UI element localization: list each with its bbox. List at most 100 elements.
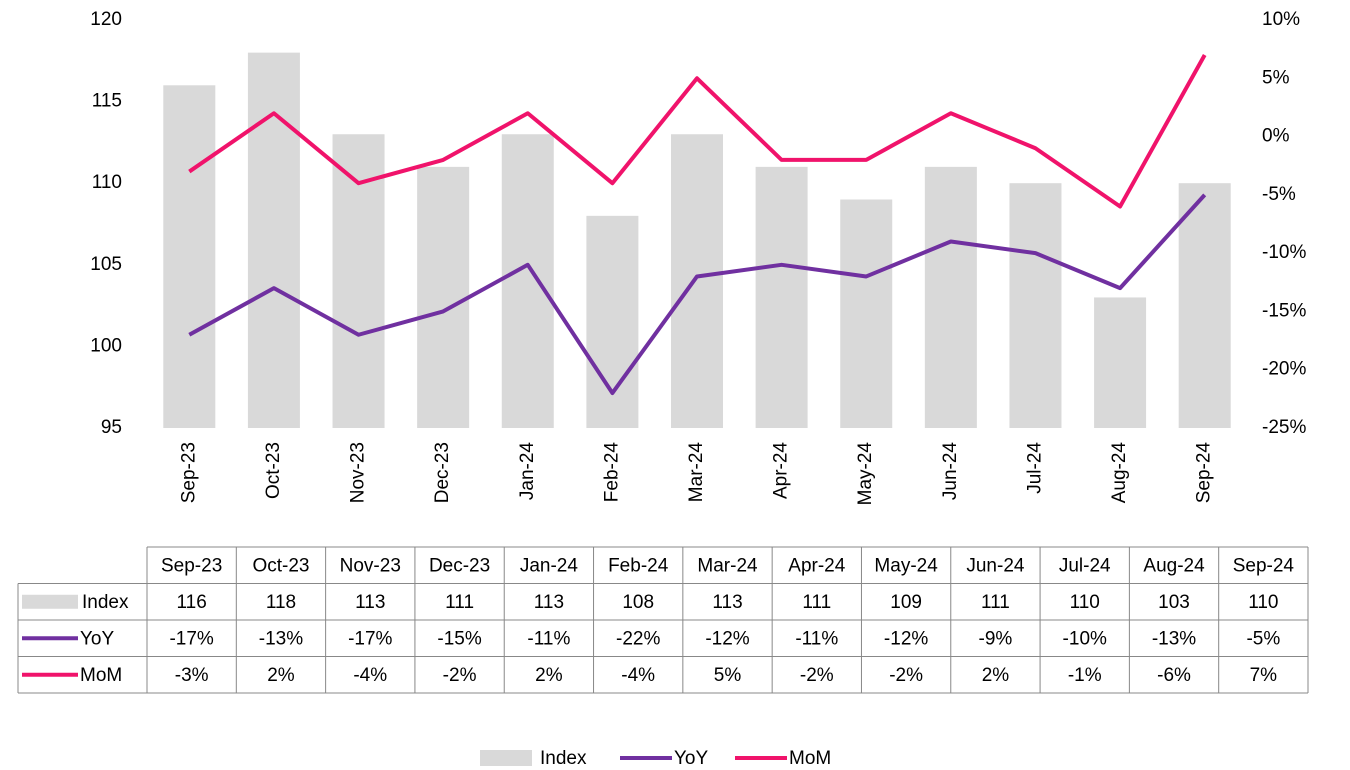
table-cell: -6% xyxy=(1157,665,1191,686)
table-header: Oct-23 xyxy=(252,555,309,576)
table-cell: 118 xyxy=(266,592,296,613)
x-tick-label: Sep-24 xyxy=(1194,442,1215,504)
table-header: Feb-24 xyxy=(608,555,669,576)
bar xyxy=(417,166,470,428)
bar xyxy=(163,85,216,428)
table-cell: 108 xyxy=(622,592,654,613)
table-cell: -2% xyxy=(800,665,834,686)
y-tick-label: 105 xyxy=(90,254,122,275)
table-header: Jul-24 xyxy=(1059,555,1111,576)
y-tick-label: 100 xyxy=(90,335,122,356)
bar xyxy=(501,134,554,429)
x-tick-label: Dec-23 xyxy=(432,442,453,503)
table-header: Dec-23 xyxy=(429,555,490,576)
x-tick-label: Jun-24 xyxy=(940,442,961,501)
table-cell: 2% xyxy=(982,665,1010,686)
table-cell: 110 xyxy=(1070,592,1100,613)
table-cell: 5% xyxy=(714,665,742,686)
x-tick-label: Jul-24 xyxy=(1024,442,1045,494)
table-cell: 113 xyxy=(712,592,742,613)
y2-tick-label: -10% xyxy=(1262,242,1306,263)
table-cell: -4% xyxy=(621,665,655,686)
legend-label: YoY xyxy=(674,748,708,769)
table-cell: 113 xyxy=(355,592,385,613)
x-tick-label: Oct-23 xyxy=(263,442,284,499)
table-cell: -2% xyxy=(443,665,477,686)
bar xyxy=(1094,297,1147,428)
table-header: May-24 xyxy=(874,555,938,576)
bar xyxy=(671,134,723,429)
bar xyxy=(924,166,977,428)
table-cell: 7% xyxy=(1250,665,1278,686)
y2-tick-label: -25% xyxy=(1262,417,1306,438)
line xyxy=(188,193,1207,396)
table-row-label: MoM xyxy=(80,665,122,686)
table-cell: -12% xyxy=(884,628,928,649)
y2-tick-label: -15% xyxy=(1262,300,1306,321)
table-row-label: Index xyxy=(82,592,129,613)
table-cell: 2% xyxy=(267,665,295,686)
table-cell: -12% xyxy=(705,628,749,649)
table-cell: -2% xyxy=(889,665,923,686)
table-header: Apr-24 xyxy=(788,555,845,576)
bar xyxy=(755,166,808,428)
y2-tick-label: -20% xyxy=(1262,359,1306,380)
table-header: Jun-24 xyxy=(966,555,1025,576)
y2-tick-label: -5% xyxy=(1262,184,1296,205)
bar xyxy=(1178,183,1231,428)
bar xyxy=(840,199,893,428)
legend-label: MoM xyxy=(789,748,831,769)
bar xyxy=(1009,183,1062,428)
table-cell: 116 xyxy=(177,592,207,613)
table-cell: -9% xyxy=(979,628,1013,649)
y2-tick-label: 0% xyxy=(1262,126,1290,147)
x-tick-label: Sep-23 xyxy=(178,442,199,503)
table-header: Mar-24 xyxy=(697,555,758,576)
x-tick-label: Mar-24 xyxy=(686,442,707,503)
bar xyxy=(247,52,300,428)
table-cell: -22% xyxy=(616,628,660,649)
y-tick-label: 115 xyxy=(92,91,122,112)
table-cell: -11% xyxy=(795,628,838,649)
table-header: Jan-24 xyxy=(520,555,579,576)
table-header: Aug-24 xyxy=(1143,555,1205,576)
y2-tick-label: 10% xyxy=(1262,9,1300,30)
table-cell: -1% xyxy=(1068,665,1102,686)
table-cell: -15% xyxy=(437,628,481,649)
table-cell: 111 xyxy=(802,592,831,613)
y-tick-label: 110 xyxy=(92,172,122,193)
table-header: Sep-24 xyxy=(1233,555,1295,576)
x-tick-label: May-24 xyxy=(855,442,876,506)
table-cell: -3% xyxy=(175,665,209,686)
table-cell: 111 xyxy=(445,592,474,613)
y-tick-label: 95 xyxy=(101,417,122,438)
table-cell: 103 xyxy=(1158,592,1190,613)
table-cell: -5% xyxy=(1246,628,1280,649)
table-header: Sep-23 xyxy=(161,555,222,576)
x-tick-label: Aug-24 xyxy=(1109,442,1130,504)
line xyxy=(188,53,1207,209)
table-header: Nov-23 xyxy=(340,555,401,576)
table-cell: -13% xyxy=(259,628,303,649)
y2-tick-label: 5% xyxy=(1262,67,1290,88)
table-cell: 110 xyxy=(1248,592,1278,613)
legend-label: Index xyxy=(540,748,587,769)
x-tick-label: Nov-23 xyxy=(348,442,369,503)
table-cell: -4% xyxy=(353,665,387,686)
table-cell: -11% xyxy=(527,628,570,649)
table-key xyxy=(22,594,78,609)
table-cell: -17% xyxy=(169,628,213,649)
x-tick-label: Jan-24 xyxy=(517,442,538,501)
table-cell: 109 xyxy=(890,592,922,613)
table-cell: -10% xyxy=(1063,628,1107,649)
bar xyxy=(586,215,639,428)
table-cell: -17% xyxy=(348,628,392,649)
y-tick-label: 120 xyxy=(90,9,122,30)
table-cell: 2% xyxy=(535,665,563,686)
x-tick-label: Feb-24 xyxy=(601,442,622,503)
table-cell: 113 xyxy=(534,592,564,613)
x-tick-label: Apr-24 xyxy=(771,442,792,499)
table-row-label: YoY xyxy=(80,628,114,649)
table-cell: 111 xyxy=(981,592,1010,613)
